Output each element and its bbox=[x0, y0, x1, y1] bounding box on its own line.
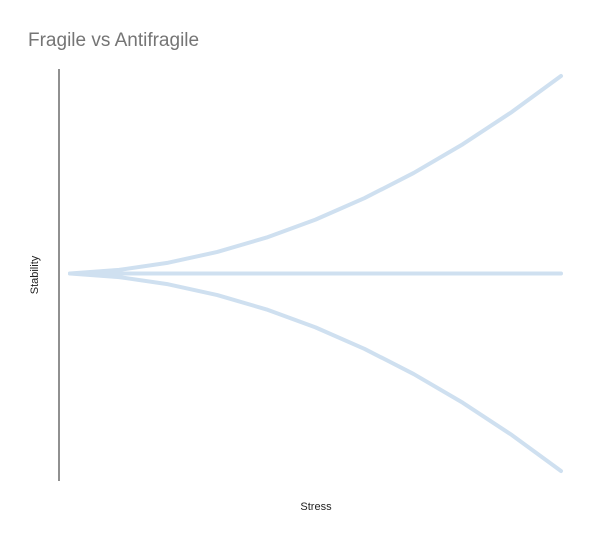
x-axis-label: Stress bbox=[300, 501, 332, 513]
series-line-1 bbox=[68, 73, 563, 276]
series-line-3 bbox=[68, 271, 563, 474]
y-axis-label: Stability bbox=[29, 255, 41, 294]
series-layer bbox=[68, 73, 563, 474]
chart-title: Fragile vs Antifragile bbox=[28, 30, 199, 51]
